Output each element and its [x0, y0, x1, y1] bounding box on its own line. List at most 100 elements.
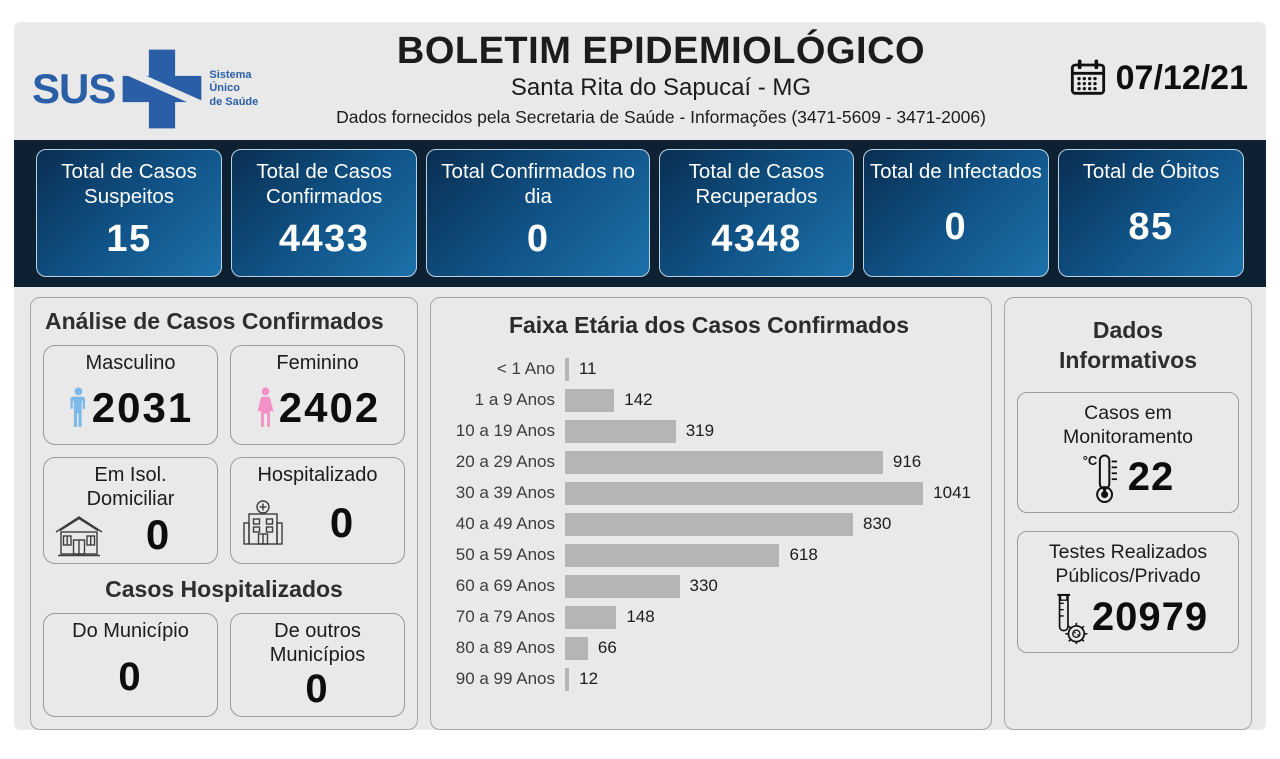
stat-label: Total de Infectados	[869, 160, 1042, 183]
card-outros-municipios: De outros Municípios 0	[230, 613, 405, 717]
age-group-bar	[565, 388, 615, 412]
sus-tagline: Sistema Único de Saúde	[209, 69, 258, 109]
age-group-bar	[565, 543, 780, 567]
age-group-value: 148	[626, 607, 655, 626]
age-group-row: < 1 Ano 11	[447, 355, 971, 383]
age-group-label: 10 a 19 Anos	[455, 421, 555, 440]
stat-label: Total de Óbitos	[1082, 160, 1220, 183]
age-group-bar	[565, 574, 680, 598]
page-title: BOLETIM EPIDEMIOLÓGICO	[396, 30, 926, 72]
sus-logo: SUS Sistema Único de Saúde	[32, 28, 332, 140]
card-value: 0	[329, 499, 356, 546]
card-isolamento: Em Isol. Domiciliar	[43, 457, 218, 564]
age-group-label: 80 a 89 Anos	[455, 638, 555, 657]
age-group-value: 916	[892, 452, 922, 471]
stat-card-confirmados-dia: Total Confirmados no dia 0	[426, 149, 651, 277]
age-group-row: 30 a 39 Anos 1041	[447, 479, 971, 507]
age-group-track: 66	[565, 636, 971, 660]
age-group-label: 70 a 79 Anos	[455, 607, 555, 626]
card-value: 0	[305, 667, 330, 711]
age-group-track: 148	[565, 605, 971, 629]
age-bar-chart: < 1 Ano 11 1 a 9 Anos 142 10 a 19 Anos 319 20 …	[447, 355, 971, 693]
age-group-label: 50 a 59 Anos	[455, 545, 555, 564]
stat-label: Total de Casos Recuperados	[688, 160, 825, 208]
age-group-bar	[565, 450, 883, 474]
stat-value: 4348	[711, 218, 802, 260]
sus-tagline-line: Único	[209, 82, 240, 95]
age-group-row: 1 a 9 Anos 142	[447, 386, 971, 414]
card-label: Testes Realizados Públicos/Privado	[1048, 540, 1208, 587]
age-group-bar	[565, 481, 924, 505]
stat-card-infectados: Total de Infectados 0	[862, 149, 1049, 277]
hospitalized-section-title: Casos Hospitalizados	[105, 576, 343, 602]
female-icon	[257, 387, 274, 427]
stat-card-suspeitos: Total de Casos Suspeitos 15	[36, 149, 223, 277]
card-label: Feminino	[276, 352, 359, 374]
age-group-bar	[565, 667, 570, 691]
stat-card-obitos: Total de Óbitos 85	[1057, 149, 1245, 277]
stat-value: 4433	[278, 218, 370, 260]
card-label: Do Município	[72, 620, 189, 642]
thermometer-icon: °C	[1082, 453, 1117, 503]
report-date: 07/12/21	[1115, 58, 1248, 97]
age-group-track: 330	[565, 574, 971, 598]
sus-tagline-line: de Saúde	[209, 95, 259, 108]
age-group-bar	[565, 357, 569, 381]
age-group-row: 90 a 99 Anos 12	[447, 665, 971, 693]
age-group-value: 66	[597, 638, 617, 657]
card-value: 22	[1127, 455, 1175, 500]
sus-tagline-line: Sistema	[209, 69, 252, 82]
test-tube-icon	[1057, 594, 1088, 645]
age-group-bar	[565, 419, 676, 443]
age-group-track: 618	[565, 543, 971, 567]
info-panel-title: Dados Informativos	[1058, 317, 1198, 373]
age-chart-panel: Faixa Etária dos Casos Confirmados < 1 A…	[430, 297, 992, 730]
card-masculino: Masculino 2031	[43, 345, 218, 445]
svg-text:°C: °C	[1082, 453, 1097, 468]
age-group-row: 60 a 69 Anos 330	[447, 572, 971, 600]
chart-title: Faixa Etária dos Casos Confirmados	[508, 312, 910, 338]
calendar-icon	[1070, 59, 1105, 95]
stat-value: 0	[944, 205, 968, 248]
card-label: Casos em Monitoramento	[1062, 401, 1194, 449]
bulletin-board: SUS Sistema Único de Saúde BOLETIM EPIDE…	[14, 22, 1266, 730]
sus-cross-icon	[122, 49, 204, 129]
age-group-row: 50 a 59 Anos 618	[447, 541, 971, 569]
age-group-row: 10 a 19 Anos 319	[447, 417, 971, 445]
date-block: 07/12/21	[990, 28, 1248, 140]
age-group-track: 319	[565, 419, 971, 443]
summary-stats-band: Total de Casos Suspeitos 15 Total de Cas…	[14, 140, 1266, 287]
age-group-value: 142	[624, 390, 653, 409]
analysis-panel: Análise de Casos Confirmados Masculino 2…	[30, 297, 418, 730]
age-group-label: 40 a 49 Anos	[455, 514, 555, 533]
card-label: De outros Municípios	[269, 620, 366, 666]
age-group-label: < 1 Ano	[496, 359, 555, 378]
house-icon	[55, 516, 103, 557]
age-group-track: 916	[565, 450, 971, 474]
card-do-municipio: Do Município 0	[43, 613, 218, 717]
card-value: 2031	[91, 383, 194, 431]
card-testes: Testes Realizados Públicos/Privado	[1017, 530, 1239, 654]
page-subtitle: Santa Rita do Sapucaí - MG	[510, 74, 812, 101]
card-label: Em Isol. Domiciliar	[86, 464, 175, 510]
stat-label: Total Confirmados no dia	[441, 160, 636, 208]
content-row: Análise de Casos Confirmados Masculino 2…	[14, 287, 1266, 730]
title-block: BOLETIM EPIDEMIOLÓGICO Santa Rita do Sap…	[332, 28, 990, 140]
stat-card-recuperados: Total de Casos Recuperados 4348	[659, 149, 854, 277]
age-group-track: 142	[565, 388, 971, 412]
stat-label: Total de Casos Suspeitos	[61, 160, 197, 208]
age-group-track: 830	[565, 512, 971, 536]
stat-card-confirmados: Total de Casos Confirmados 4433	[231, 149, 418, 277]
age-group-label: 60 a 69 Anos	[455, 576, 555, 595]
age-group-row: 20 a 29 Anos 916	[447, 448, 971, 476]
analysis-panel-title: Análise de Casos Confirmados	[45, 308, 384, 334]
card-feminino: Feminino 2402	[230, 345, 405, 445]
age-group-label: 90 a 99 Anos	[455, 669, 555, 688]
age-group-label: 1 a 9 Anos	[474, 390, 555, 409]
card-value: 20979	[1091, 594, 1209, 639]
header: SUS Sistema Único de Saúde BOLETIM EPIDE…	[14, 22, 1266, 140]
stat-value: 85	[1128, 205, 1174, 248]
card-label: Masculino	[85, 352, 176, 374]
card-monitoramento: Casos em Monitoramento °C 22	[1017, 391, 1239, 513]
age-group-row: 70 a 79 Anos 148	[447, 603, 971, 631]
